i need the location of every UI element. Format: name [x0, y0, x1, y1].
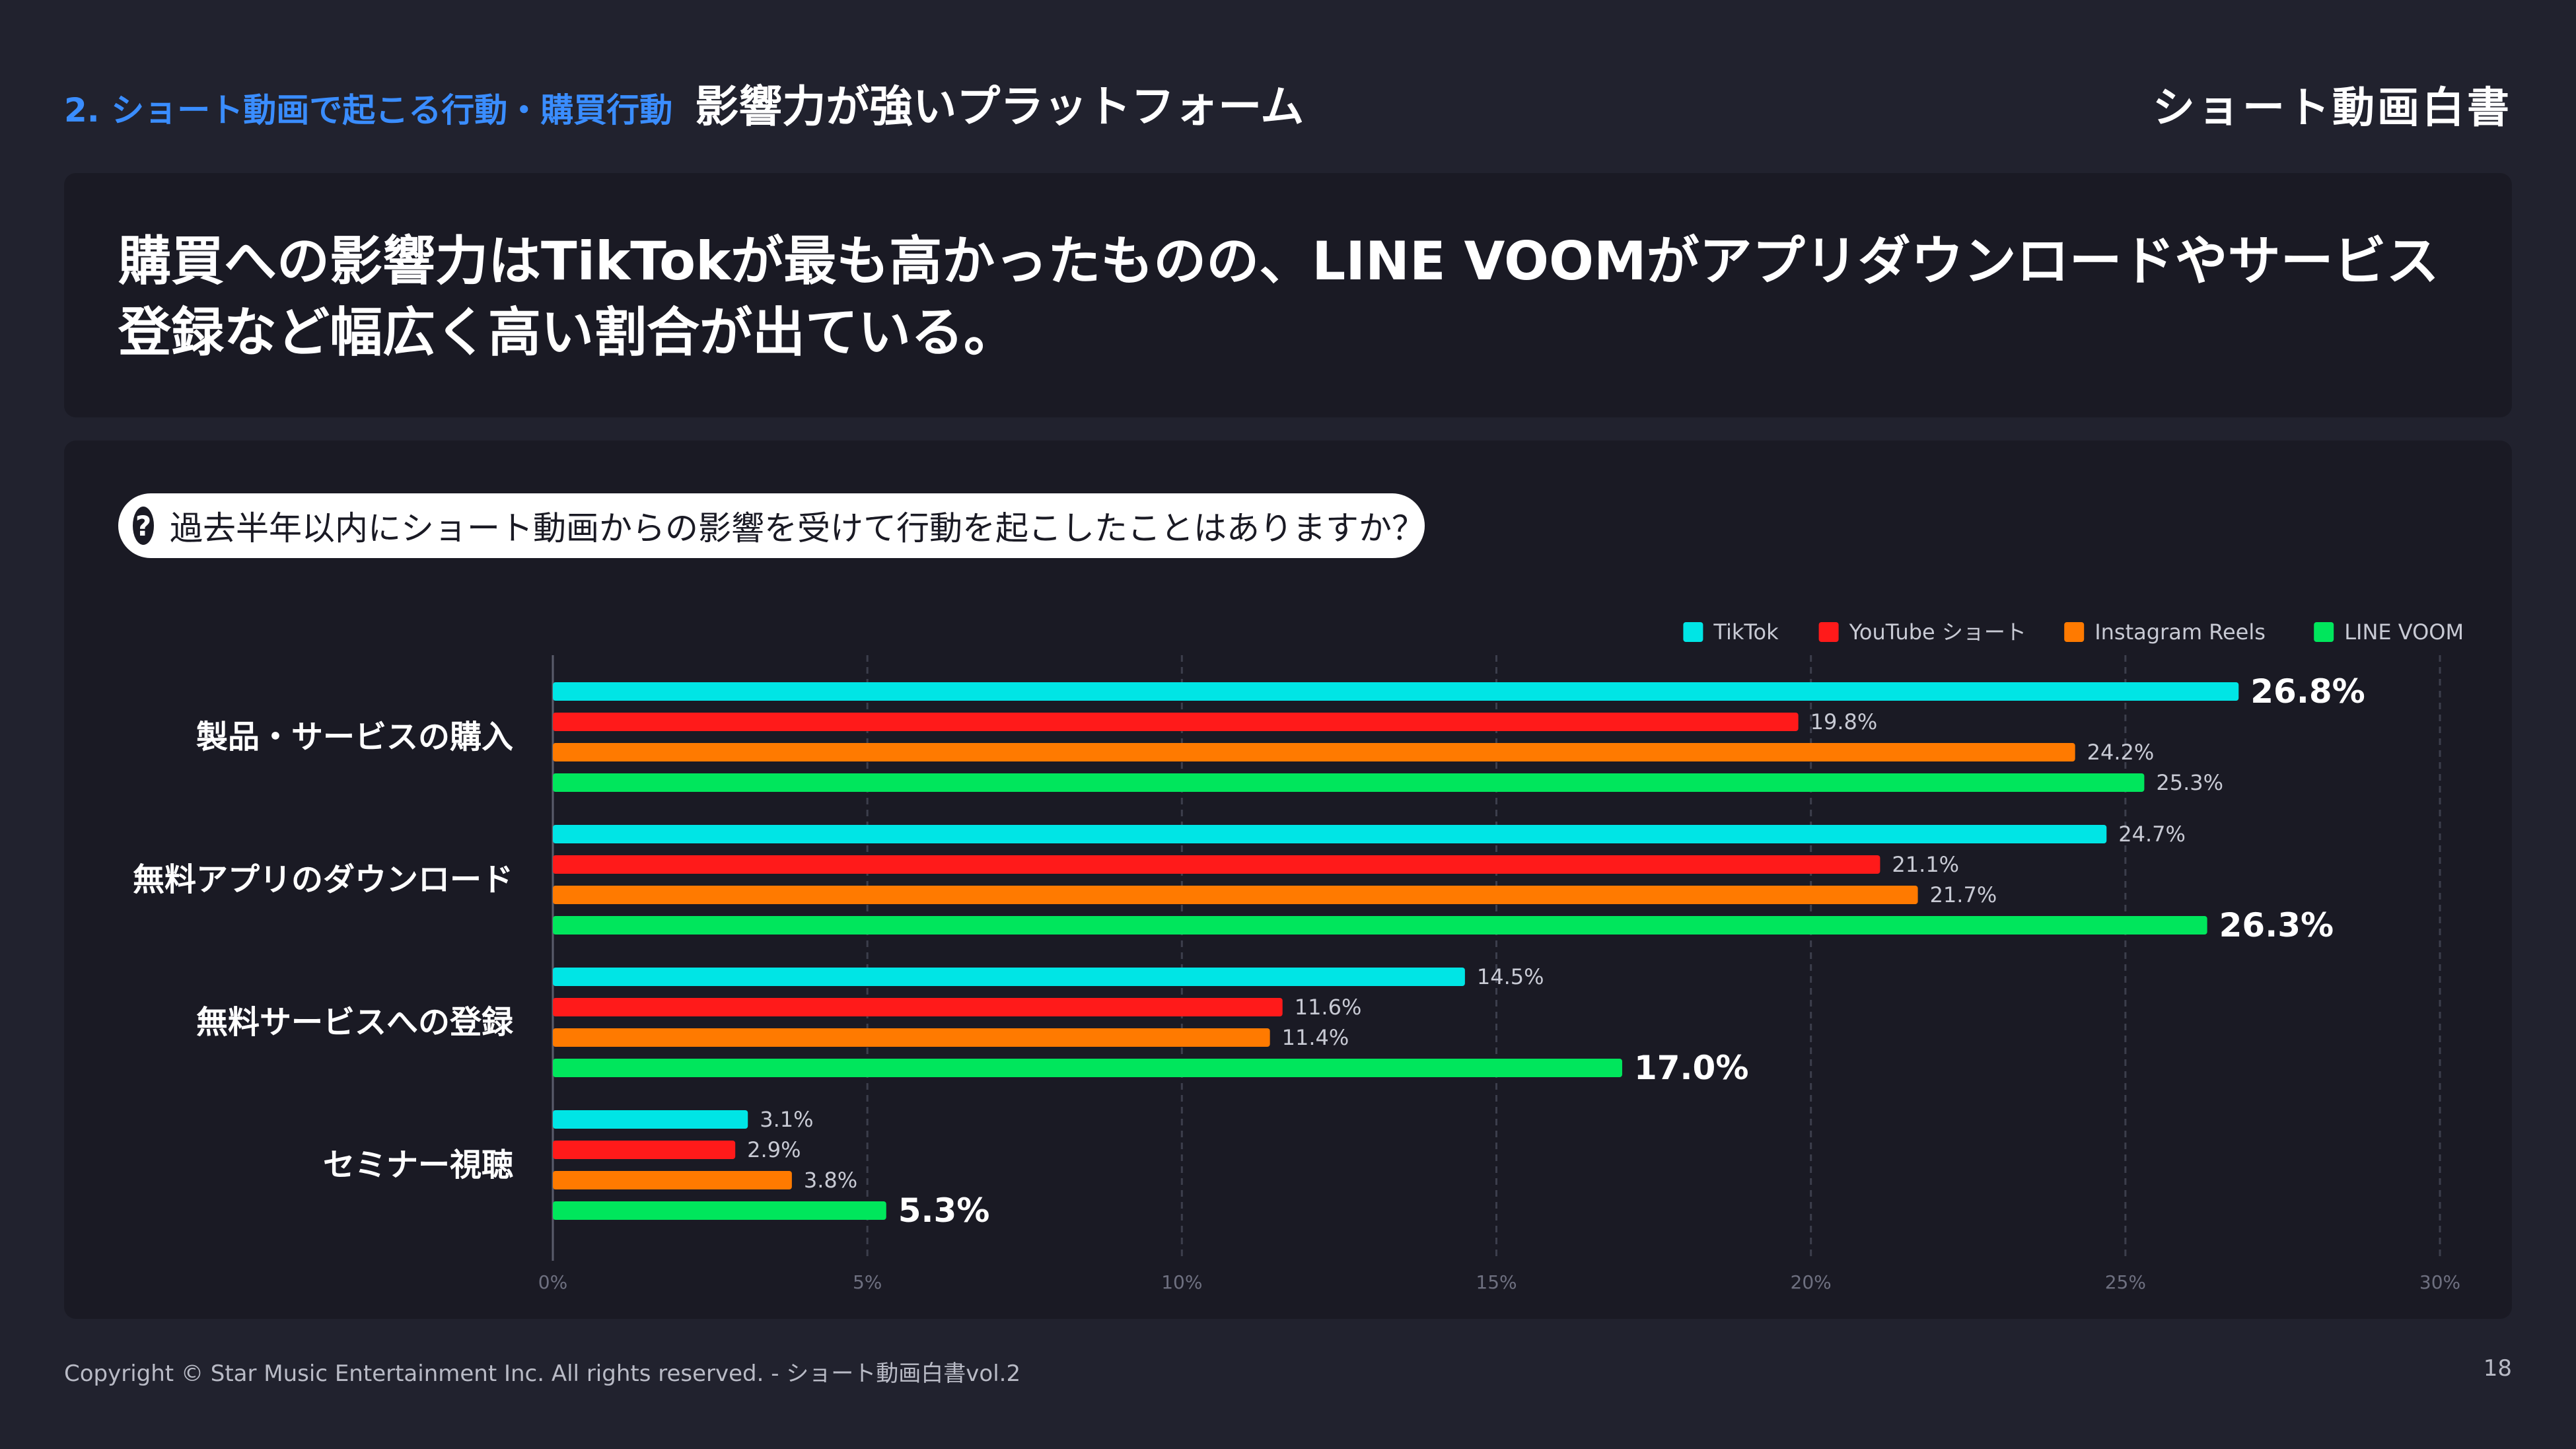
- headline-card: 購買への影響力はTikTokが最も高かったものの、LINE VOOMがアプリダウ…: [64, 173, 2512, 417]
- question-icon: ?: [133, 507, 154, 545]
- page-header: 2. ショート動画で起こる行動・購買行動 影響力が強いプラットフォーム: [64, 71, 1304, 132]
- bar: [553, 682, 2239, 701]
- bar: [553, 825, 2107, 843]
- x-tick-label: 30%: [2419, 1271, 2460, 1293]
- data-label: 2.9%: [747, 1137, 801, 1162]
- data-label: 21.1%: [1892, 852, 1959, 877]
- bar: [553, 855, 1880, 874]
- x-tick-label: 25%: [2105, 1271, 2146, 1293]
- data-label: 11.6%: [1295, 995, 1362, 1020]
- legend-swatch: [1683, 622, 1703, 642]
- data-label: 11.4%: [1282, 1025, 1349, 1050]
- data-label: 3.8%: [804, 1168, 857, 1193]
- x-tick-labels: 0% 5% 10% 15% 20% 25% 30%: [538, 1271, 2460, 1293]
- category-label: セミナー視聴: [323, 1147, 513, 1184]
- bar: [553, 773, 2145, 792]
- brand-logo: ショート動画白書: [2153, 84, 2512, 133]
- question-text: 過去半年以内にショート動画からの影響を受けて行動を起こしたことはありますか？: [170, 509, 1425, 548]
- legend-swatch: [2064, 622, 2085, 642]
- value-labels: 26.8% 19.8% 24.2%25.3% 24.7% 21.1% 21.7% 26.3%…: [747, 672, 2365, 1230]
- page-topic: 影響力が強いプラットフォーム: [695, 81, 1305, 132]
- chart-card: ? 過去半年以内にショート動画からの影響を受けて行動を起こしたことはありますか？…: [64, 441, 2512, 1319]
- x-tick-label: 15%: [1476, 1271, 1517, 1293]
- copyright: Copyright © Star Music Entertainment Inc…: [64, 1361, 1021, 1387]
- section-label: 2. ショート動画で起こる行動・購買行動: [64, 91, 673, 129]
- bar: [553, 1028, 1270, 1047]
- category-label: 無料サービスへの登録: [196, 1004, 514, 1041]
- x-tick-label: 0%: [538, 1271, 567, 1293]
- data-label: 21.7%: [1930, 882, 1997, 907]
- bar: [553, 998, 1283, 1016]
- data-label: 17.0%: [1634, 1049, 1748, 1087]
- legend: TikTok YouTube ショート Instagram Reels LINE VO…: [1683, 619, 2464, 645]
- bar: [553, 743, 2075, 761]
- category-label: 無料アプリのダウンロード: [133, 861, 513, 898]
- data-label: 25.3%: [2156, 770, 2223, 795]
- data-label: 5.3%: [898, 1191, 990, 1230]
- bars: [553, 682, 2239, 1220]
- bar: [553, 968, 1465, 986]
- question-pill: ? 過去半年以内にショート動画からの影響を受けて行動を起こしたことはありますか？: [118, 493, 1425, 558]
- bar: [553, 1110, 748, 1129]
- data-label: 14.5%: [1477, 964, 1544, 989]
- data-label: 24.7%: [2118, 822, 2186, 847]
- x-tick-label: 20%: [1791, 1271, 1832, 1293]
- legend-swatch: [2314, 622, 2334, 642]
- bar: [553, 1171, 792, 1189]
- bar: [553, 886, 1918, 904]
- legend-label: LINE VOOM: [2344, 619, 2464, 645]
- bar-chart: 26.8% 19.8% 24.2%25.3% 24.7% 21.1% 21.7% 26.3%…: [133, 619, 2464, 1293]
- data-label: 26.3%: [2219, 906, 2334, 944]
- data-label: 24.2%: [2087, 740, 2155, 765]
- x-tick-label: 5%: [853, 1271, 882, 1293]
- x-tick-label: 10%: [1161, 1271, 1202, 1293]
- bar: [553, 1201, 886, 1220]
- bar: [553, 1059, 1622, 1077]
- bar: [553, 1141, 736, 1159]
- legend-label: Instagram Reels: [2094, 619, 2266, 645]
- data-label: 26.8%: [2250, 672, 2365, 711]
- bar: [553, 916, 2207, 935]
- legend-label: TikTok: [1713, 619, 1779, 645]
- legend-label: YouTube ショート: [1849, 619, 2026, 645]
- legend-swatch: [1818, 622, 1839, 642]
- category-label: 製品・サービスの購入: [196, 719, 513, 756]
- headline: 購買への影響力はTikTokが最も高かったものの、LINE VOOMがアプリダウ…: [118, 230, 2439, 363]
- page-number: 18: [2483, 1355, 2512, 1382]
- bar: [553, 713, 1799, 731]
- data-label: 3.1%: [760, 1107, 813, 1132]
- data-label: 19.8%: [1810, 709, 1878, 734]
